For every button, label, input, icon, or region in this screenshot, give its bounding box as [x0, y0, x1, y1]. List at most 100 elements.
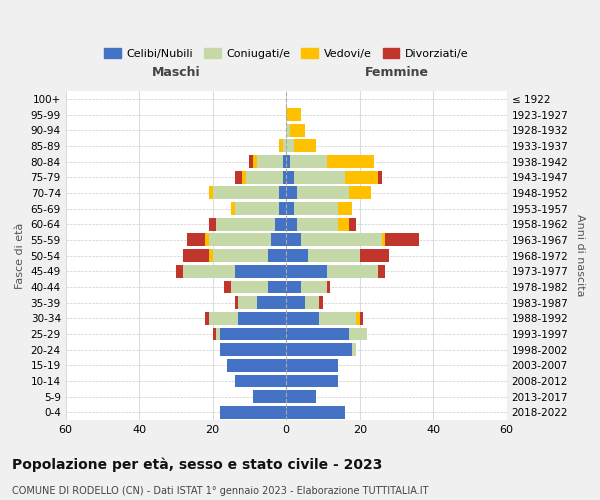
Bar: [305, 296, 319, 309]
Bar: [268, 249, 286, 262]
Bar: [257, 296, 286, 309]
Bar: [205, 312, 209, 324]
Bar: [205, 234, 209, 246]
Bar: [286, 155, 290, 168]
Bar: [338, 218, 349, 230]
Bar: [238, 296, 257, 309]
Bar: [212, 249, 268, 262]
Bar: [220, 343, 286, 356]
Bar: [301, 234, 382, 246]
Bar: [246, 171, 283, 183]
Bar: [235, 202, 279, 215]
Bar: [352, 343, 356, 356]
Bar: [209, 312, 238, 324]
Text: Maschi: Maschi: [152, 66, 200, 78]
Bar: [290, 124, 305, 136]
Bar: [283, 140, 286, 152]
Bar: [227, 359, 286, 372]
Bar: [290, 155, 326, 168]
Bar: [286, 186, 297, 200]
Bar: [212, 186, 279, 200]
Bar: [224, 280, 231, 293]
Bar: [253, 390, 286, 403]
Bar: [235, 374, 286, 388]
Bar: [217, 218, 275, 230]
Bar: [217, 328, 220, 340]
Bar: [271, 234, 286, 246]
Bar: [231, 202, 235, 215]
Bar: [286, 171, 293, 183]
Bar: [235, 265, 286, 278]
Bar: [268, 280, 286, 293]
Bar: [286, 328, 349, 340]
Bar: [286, 218, 297, 230]
Bar: [326, 265, 378, 278]
Bar: [209, 218, 217, 230]
Text: Femmine: Femmine: [364, 66, 428, 78]
Bar: [293, 202, 338, 215]
Bar: [176, 265, 183, 278]
Bar: [286, 124, 290, 136]
Bar: [286, 406, 345, 418]
Bar: [286, 234, 301, 246]
Bar: [253, 155, 257, 168]
Bar: [209, 186, 212, 200]
Bar: [286, 343, 352, 356]
Bar: [235, 296, 238, 309]
Bar: [250, 155, 253, 168]
Bar: [220, 406, 286, 418]
Bar: [349, 328, 367, 340]
Bar: [378, 265, 385, 278]
Bar: [286, 280, 301, 293]
Bar: [238, 312, 286, 324]
Bar: [349, 218, 356, 230]
Bar: [286, 296, 305, 309]
Text: Popolazione per età, sesso e stato civile - 2023: Popolazione per età, sesso e stato civil…: [12, 458, 382, 472]
Bar: [279, 140, 283, 152]
Y-axis label: Anni di nascita: Anni di nascita: [575, 214, 585, 297]
Bar: [360, 312, 364, 324]
Bar: [297, 186, 349, 200]
Bar: [349, 186, 371, 200]
Bar: [286, 202, 293, 215]
Bar: [209, 234, 271, 246]
Bar: [220, 328, 286, 340]
Bar: [257, 155, 283, 168]
Bar: [326, 280, 331, 293]
Bar: [283, 155, 286, 168]
Bar: [183, 249, 209, 262]
Text: COMUNE DI RODELLO (CN) - Dati ISTAT 1° gennaio 2023 - Elaborazione TUTTITALIA.IT: COMUNE DI RODELLO (CN) - Dati ISTAT 1° g…: [12, 486, 428, 496]
Bar: [297, 218, 338, 230]
Bar: [286, 249, 308, 262]
Bar: [319, 296, 323, 309]
Bar: [378, 171, 382, 183]
Bar: [286, 312, 319, 324]
Bar: [319, 312, 356, 324]
Bar: [183, 265, 235, 278]
Bar: [286, 374, 338, 388]
Bar: [338, 202, 352, 215]
Bar: [385, 234, 419, 246]
Bar: [326, 155, 374, 168]
Bar: [212, 328, 217, 340]
Bar: [209, 249, 212, 262]
Bar: [286, 108, 301, 121]
Bar: [279, 202, 286, 215]
Bar: [275, 218, 286, 230]
Bar: [308, 249, 360, 262]
Bar: [286, 390, 316, 403]
Bar: [286, 140, 293, 152]
Bar: [235, 171, 242, 183]
Bar: [356, 312, 360, 324]
Bar: [360, 249, 389, 262]
Bar: [345, 171, 378, 183]
Bar: [187, 234, 205, 246]
Bar: [286, 265, 326, 278]
Bar: [286, 359, 338, 372]
Bar: [242, 171, 246, 183]
Bar: [293, 140, 316, 152]
Bar: [382, 234, 385, 246]
Bar: [293, 171, 345, 183]
Bar: [301, 280, 326, 293]
Bar: [231, 280, 268, 293]
